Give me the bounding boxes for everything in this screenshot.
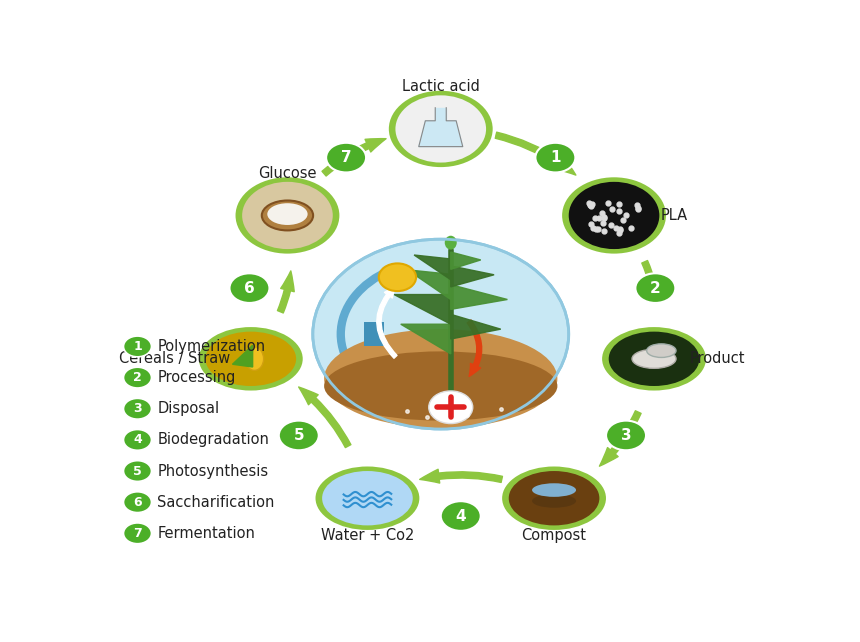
Circle shape <box>124 492 151 512</box>
Ellipse shape <box>234 176 341 255</box>
Polygon shape <box>408 270 451 299</box>
Polygon shape <box>451 266 494 287</box>
Text: Glucose: Glucose <box>258 166 316 181</box>
Text: Biodegradation: Biodegradation <box>157 432 269 447</box>
Text: Fermentation: Fermentation <box>157 526 255 541</box>
Circle shape <box>279 421 319 450</box>
Circle shape <box>124 429 151 450</box>
Ellipse shape <box>532 483 576 497</box>
Text: Cereals / Straw: Cereals / Straw <box>119 351 230 367</box>
Text: 5: 5 <box>133 465 142 478</box>
Polygon shape <box>435 108 446 121</box>
Polygon shape <box>232 345 253 367</box>
Circle shape <box>606 421 646 450</box>
Ellipse shape <box>322 471 413 525</box>
Ellipse shape <box>387 89 494 168</box>
FancyArrowPatch shape <box>467 320 482 376</box>
Text: 1: 1 <box>133 340 142 353</box>
Ellipse shape <box>267 204 308 225</box>
Text: 4: 4 <box>456 508 466 523</box>
Text: 6: 6 <box>244 281 255 295</box>
Text: Compost: Compost <box>521 528 587 542</box>
Ellipse shape <box>501 465 607 532</box>
Text: Photosynthesis: Photosynthesis <box>157 464 268 478</box>
FancyBboxPatch shape <box>364 322 384 347</box>
Text: Disposal: Disposal <box>157 401 219 416</box>
Circle shape <box>124 398 151 419</box>
Ellipse shape <box>600 325 707 392</box>
Polygon shape <box>451 284 507 309</box>
Ellipse shape <box>445 236 457 250</box>
Polygon shape <box>451 315 501 339</box>
Text: 7: 7 <box>341 150 352 165</box>
Circle shape <box>440 501 481 531</box>
Polygon shape <box>415 255 451 280</box>
Circle shape <box>124 461 151 482</box>
Polygon shape <box>401 324 451 354</box>
Text: 3: 3 <box>621 428 631 443</box>
Ellipse shape <box>243 182 333 249</box>
Polygon shape <box>419 121 463 146</box>
Circle shape <box>536 143 575 173</box>
Ellipse shape <box>324 329 557 428</box>
Ellipse shape <box>632 349 676 369</box>
Text: Water + Co2: Water + Co2 <box>321 528 415 542</box>
FancyArrowPatch shape <box>278 271 294 313</box>
Circle shape <box>326 143 366 173</box>
Text: 1: 1 <box>550 150 561 165</box>
Ellipse shape <box>396 95 486 162</box>
Text: 6: 6 <box>133 496 142 508</box>
FancyArrowPatch shape <box>377 286 397 358</box>
Text: 7: 7 <box>133 527 142 540</box>
Ellipse shape <box>532 494 576 508</box>
Text: Saccharification: Saccharification <box>157 495 275 510</box>
Ellipse shape <box>609 332 699 386</box>
Text: 3: 3 <box>133 403 142 415</box>
Ellipse shape <box>509 471 599 525</box>
Text: Polymerization: Polymerization <box>157 339 266 354</box>
FancyArrowPatch shape <box>495 132 576 175</box>
Circle shape <box>429 391 473 424</box>
Text: PLA: PLA <box>660 208 688 223</box>
Ellipse shape <box>561 176 667 255</box>
Circle shape <box>124 523 151 544</box>
Text: 5: 5 <box>293 428 304 443</box>
FancyArrowPatch shape <box>599 411 641 466</box>
Circle shape <box>230 273 269 303</box>
Ellipse shape <box>206 332 296 386</box>
Text: Lactic acid: Lactic acid <box>402 80 480 94</box>
FancyArrowPatch shape <box>298 387 351 447</box>
FancyArrowPatch shape <box>420 469 502 483</box>
Text: Processing: Processing <box>157 370 236 385</box>
Text: 2: 2 <box>650 281 660 295</box>
Circle shape <box>124 367 151 388</box>
Circle shape <box>636 273 675 303</box>
Circle shape <box>378 263 416 291</box>
Ellipse shape <box>314 465 421 532</box>
FancyArrowPatch shape <box>642 261 660 303</box>
Polygon shape <box>394 295 451 324</box>
Ellipse shape <box>261 200 313 230</box>
Text: 4: 4 <box>133 433 142 446</box>
Ellipse shape <box>324 351 557 421</box>
Ellipse shape <box>568 182 660 249</box>
Text: Product: Product <box>690 351 745 367</box>
Ellipse shape <box>198 325 304 392</box>
Ellipse shape <box>245 347 264 370</box>
Ellipse shape <box>647 344 676 358</box>
Polygon shape <box>451 252 481 270</box>
FancyArrowPatch shape <box>322 139 386 176</box>
Circle shape <box>124 336 151 357</box>
Circle shape <box>313 239 568 429</box>
Text: 2: 2 <box>133 371 142 384</box>
